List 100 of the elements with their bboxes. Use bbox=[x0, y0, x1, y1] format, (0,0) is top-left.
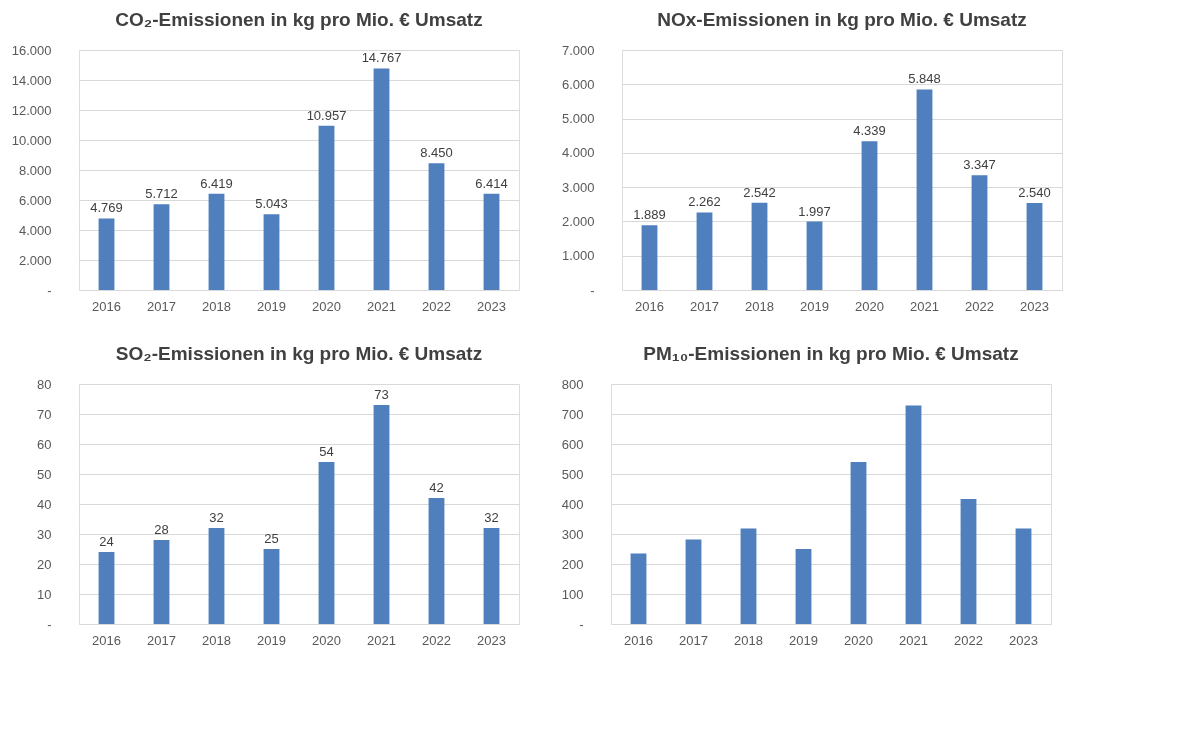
bar bbox=[98, 552, 115, 624]
data-label: 4.339 bbox=[853, 123, 886, 139]
data-label: 54 bbox=[319, 444, 334, 459]
y-tick-label: 50 bbox=[37, 466, 52, 482]
y-tick-label: 200 bbox=[561, 556, 584, 572]
bar bbox=[208, 528, 225, 624]
chart-title: CO₂-Emissionen in kg pro Mio. € Umsatz bbox=[115, 9, 483, 30]
y-tick-label: 12.000 bbox=[11, 102, 52, 118]
data-label: 3.347 bbox=[963, 157, 996, 173]
bar bbox=[850, 462, 867, 624]
bar bbox=[795, 549, 812, 624]
data-label: 14.767 bbox=[361, 50, 402, 66]
bar bbox=[1015, 528, 1032, 624]
data-label: 5.848 bbox=[908, 71, 941, 87]
bar bbox=[630, 553, 647, 624]
x-tick-label: 2022 bbox=[422, 632, 451, 648]
bar bbox=[428, 498, 445, 624]
x-tick-label: 2017 bbox=[147, 632, 176, 648]
y-tick-label: 8.000 bbox=[18, 162, 52, 178]
y-tick-label: 10.000 bbox=[11, 132, 52, 148]
y-tick-label: 60 bbox=[37, 436, 52, 452]
y-tick-label: - bbox=[590, 282, 595, 298]
data-label: 42 bbox=[429, 480, 444, 495]
y-tick-label: 10 bbox=[37, 586, 52, 602]
x-tick-label: 2022 bbox=[422, 298, 451, 314]
y-tick-label: 1.000 bbox=[561, 248, 595, 264]
data-label: 32 bbox=[209, 510, 224, 525]
bar bbox=[960, 498, 977, 624]
chart-title: NOx-Emissionen in kg pro Mio. € Umsatz bbox=[657, 9, 1027, 30]
y-tick-label: 30 bbox=[37, 526, 52, 542]
x-tick-label: 2018 bbox=[734, 632, 763, 648]
y-tick-label: - bbox=[47, 616, 52, 632]
data-label: 1.997 bbox=[798, 203, 831, 219]
bar bbox=[153, 204, 170, 290]
x-tick-label: 2018 bbox=[202, 632, 231, 648]
y-tick-label: 6.000 bbox=[18, 192, 52, 208]
x-tick-label: 2020 bbox=[312, 632, 341, 648]
x-tick-label: 2019 bbox=[257, 298, 286, 314]
bar bbox=[916, 89, 933, 290]
x-tick-label: 2022 bbox=[954, 632, 983, 648]
x-tick-label: 2016 bbox=[92, 632, 121, 648]
x-tick-label: 2021 bbox=[367, 632, 396, 648]
x-tick-label: 2020 bbox=[312, 298, 341, 314]
x-tick-label: 2017 bbox=[679, 632, 708, 648]
y-tick-label: 600 bbox=[561, 436, 584, 452]
chart-title: SO₂-Emissionen in kg pro Mio. € Umsatz bbox=[115, 343, 483, 364]
bar bbox=[905, 405, 922, 624]
y-tick-label: 20 bbox=[37, 556, 52, 572]
chart-title: PM₁₀-Emissionen in kg pro Mio. € Umsatz bbox=[643, 343, 1019, 364]
y-tick-label: - bbox=[47, 282, 52, 298]
x-tick-label: 2019 bbox=[789, 632, 818, 648]
y-tick-label: 800 bbox=[561, 376, 584, 392]
data-label: 32 bbox=[484, 510, 499, 525]
data-label: 6.419 bbox=[200, 175, 233, 191]
bar bbox=[806, 221, 823, 290]
bar bbox=[641, 225, 658, 290]
x-tick-label: 2016 bbox=[635, 298, 664, 314]
data-label: 25 bbox=[264, 531, 279, 546]
y-tick-label: - bbox=[579, 616, 584, 632]
x-tick-label: 2021 bbox=[899, 632, 928, 648]
data-label: 10.957 bbox=[306, 107, 347, 123]
data-label: 2.540 bbox=[1018, 184, 1051, 200]
bar bbox=[208, 193, 225, 290]
data-label: 24 bbox=[99, 534, 114, 549]
y-tick-label: 7.000 bbox=[561, 42, 595, 58]
y-tick-label: 300 bbox=[561, 526, 584, 542]
bar bbox=[740, 528, 757, 624]
data-label: 5.043 bbox=[255, 196, 288, 212]
data-label: 2.542 bbox=[743, 184, 776, 200]
y-tick-label: 500 bbox=[561, 466, 584, 482]
y-tick-label: 4.000 bbox=[561, 145, 595, 161]
bar bbox=[373, 405, 390, 624]
data-label: 28 bbox=[154, 522, 169, 537]
y-tick-label: 3.000 bbox=[561, 179, 595, 195]
bar bbox=[483, 528, 500, 624]
bar bbox=[696, 212, 713, 290]
x-tick-label: 2021 bbox=[910, 298, 939, 314]
bar bbox=[263, 214, 280, 290]
bar bbox=[1026, 202, 1043, 290]
data-label: 73 bbox=[374, 387, 389, 402]
x-tick-label: 2023 bbox=[477, 632, 506, 648]
x-tick-label: 2017 bbox=[147, 298, 176, 314]
y-tick-label: 5.000 bbox=[561, 111, 595, 127]
y-tick-label: 700 bbox=[561, 406, 584, 422]
data-label: 6.414 bbox=[475, 175, 508, 191]
y-tick-label: 70 bbox=[37, 406, 52, 422]
bar bbox=[373, 68, 390, 290]
data-label: 5.712 bbox=[145, 186, 178, 202]
y-tick-label: 2.000 bbox=[18, 252, 52, 268]
x-tick-label: 2023 bbox=[1020, 298, 1049, 314]
x-tick-label: 2018 bbox=[745, 298, 774, 314]
bar bbox=[318, 125, 335, 290]
x-tick-label: 2017 bbox=[690, 298, 719, 314]
x-tick-label: 2020 bbox=[855, 298, 884, 314]
x-tick-label: 2016 bbox=[92, 298, 121, 314]
y-tick-label: 400 bbox=[561, 496, 584, 512]
x-tick-label: 2019 bbox=[257, 632, 286, 648]
data-label: 1.889 bbox=[633, 207, 666, 223]
x-tick-label: 2022 bbox=[965, 298, 994, 314]
data-label: 4.769 bbox=[90, 200, 123, 216]
